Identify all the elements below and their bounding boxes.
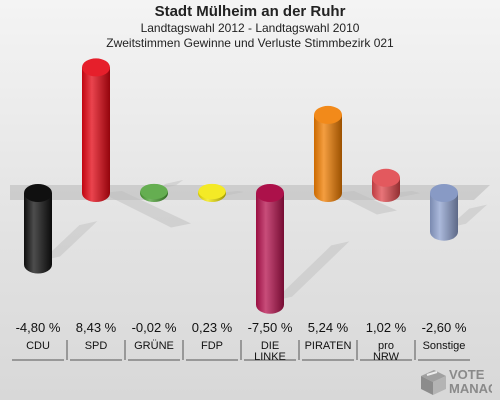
chart-titles: Stadt Mülheim an der Ruhr Landtagswahl 2… — [0, 3, 500, 51]
value-label: -2,60 % — [422, 320, 467, 335]
bar-body — [256, 193, 284, 314]
bar-top-cap — [24, 184, 52, 202]
bar-fdp — [198, 183, 244, 202]
bar-top-cap — [256, 184, 284, 202]
category-label: SPD — [85, 340, 108, 352]
bar-body — [314, 114, 342, 202]
bar-top-cap — [430, 184, 458, 202]
category-label: NRW — [373, 351, 400, 363]
value-label: -0,02 % — [132, 320, 177, 335]
value-label: 0,23 % — [192, 320, 233, 335]
value-label: 8,43 % — [76, 320, 117, 335]
chart-subtitle-2: Zweitstimmen Gewinne und Verluste Stimmb… — [106, 36, 394, 50]
value-label: 5,24 % — [308, 320, 349, 335]
bar-body — [24, 193, 52, 274]
chart-title: Stadt Mülheim an der Ruhr — [154, 3, 346, 20]
category-label: pro — [378, 340, 394, 352]
bar-gr-ne — [140, 179, 184, 202]
category-label: LINKE — [254, 351, 286, 363]
category-label: FDP — [201, 340, 223, 352]
value-label: 1,02 % — [366, 320, 407, 335]
value-label: -4,80 % — [16, 320, 61, 335]
logo-line-1: VOTE — [449, 367, 485, 382]
category-label: DIE — [261, 340, 279, 352]
logo-line-2: MANAGER — [449, 381, 492, 396]
bar-top-cap — [372, 168, 400, 187]
category-label: PIRATEN — [305, 340, 352, 352]
bar-marker-top — [140, 183, 168, 200]
bar-piraten — [314, 105, 397, 215]
value-label: -7,50 % — [248, 320, 293, 335]
bar-die-linke — [256, 184, 350, 314]
bar-body — [82, 67, 110, 202]
category-label: CDU — [26, 340, 50, 352]
bar-cdu — [24, 184, 98, 274]
ballot-box-icon — [421, 370, 446, 395]
votemanager-logo: VOTE MANAGER — [421, 367, 492, 396]
bar-sonstige — [430, 184, 488, 241]
bar-top-cap — [314, 105, 342, 124]
bar-spd — [82, 58, 192, 228]
category-label: GRÜNE — [134, 340, 174, 352]
bar-body — [430, 193, 458, 241]
bar-pro-nrw — [372, 168, 421, 202]
bar-top-cap — [82, 58, 110, 77]
category-label: Sonstige — [423, 340, 466, 352]
bar-marker-top — [198, 183, 226, 200]
chart-subtitle: Landtagswahl 2012 - Landtagswahl 2010 — [140, 21, 360, 35]
